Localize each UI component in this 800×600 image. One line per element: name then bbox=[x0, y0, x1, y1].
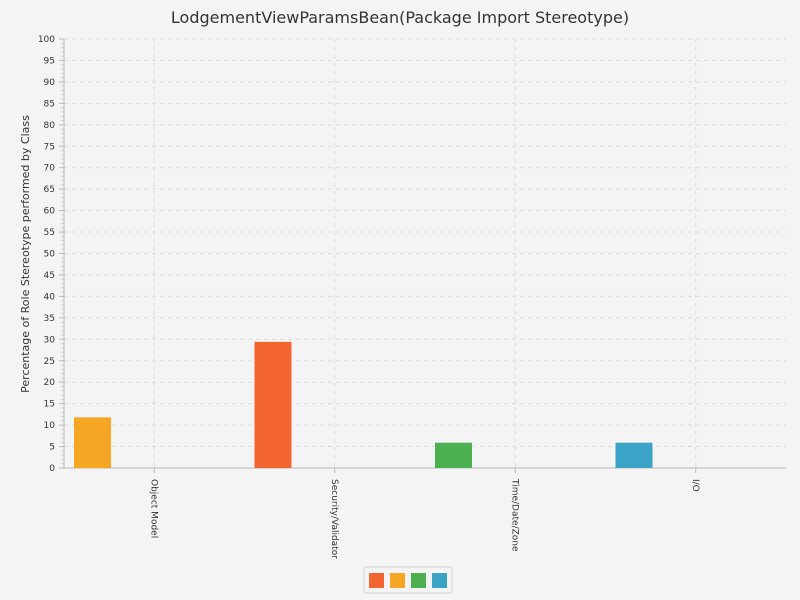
x-tick-label: Time/Date/Zone bbox=[509, 478, 519, 552]
y-tick-label: 50 bbox=[44, 250, 56, 260]
y-tick-label: 10 bbox=[44, 421, 56, 431]
bar[interactable] bbox=[615, 442, 653, 468]
y-tick-label: 60 bbox=[44, 207, 56, 217]
y-tick-label: 90 bbox=[44, 78, 56, 88]
grid bbox=[64, 38, 786, 468]
legend-frame bbox=[363, 566, 453, 594]
y-tick-label: 45 bbox=[44, 271, 55, 281]
y-tick-label: 65 bbox=[44, 185, 55, 195]
x-tick-label: Object Model bbox=[148, 479, 158, 538]
bars bbox=[74, 341, 653, 468]
legend-swatch[interactable] bbox=[432, 573, 447, 588]
y-tick-label: 85 bbox=[44, 99, 55, 109]
y-tick-label: 55 bbox=[44, 228, 55, 238]
y-tick-label: 100 bbox=[38, 35, 55, 45]
y-tick-label: 5 bbox=[49, 443, 55, 453]
y-tick-label: 20 bbox=[44, 378, 56, 388]
legend[interactable] bbox=[363, 566, 453, 594]
y-tick-label: 15 bbox=[44, 400, 55, 410]
chart-title: LodgementViewParamsBean(Package Import S… bbox=[171, 8, 629, 27]
bar[interactable] bbox=[74, 417, 111, 468]
y-tick-label: 70 bbox=[44, 164, 56, 174]
y-tick-label: 0 bbox=[49, 464, 55, 474]
y-tick-label: 35 bbox=[44, 314, 55, 324]
x-tick-label: Security/Validator bbox=[329, 479, 339, 559]
legend-swatch[interactable] bbox=[369, 573, 384, 588]
y-tick-label: 80 bbox=[44, 121, 56, 131]
y-tick-label: 40 bbox=[44, 292, 56, 302]
legend-swatch[interactable] bbox=[390, 573, 405, 588]
y-axis-label: Percentage of Role Stereotype performed … bbox=[19, 115, 32, 393]
x-tick-label: I/O bbox=[690, 479, 700, 492]
axes: 0 5 10 15 20 25 30 35 40 45 50 55 60 65 70 75 80 85 90 95 10… bbox=[38, 35, 786, 559]
bar[interactable] bbox=[435, 442, 472, 468]
y-tick-label: 75 bbox=[44, 142, 55, 152]
bar[interactable] bbox=[254, 341, 292, 468]
y-tick-label: 25 bbox=[44, 357, 55, 367]
y-tick-label: 95 bbox=[44, 56, 55, 66]
y-tick-label: 30 bbox=[44, 335, 56, 345]
legend-swatch[interactable] bbox=[411, 573, 426, 588]
